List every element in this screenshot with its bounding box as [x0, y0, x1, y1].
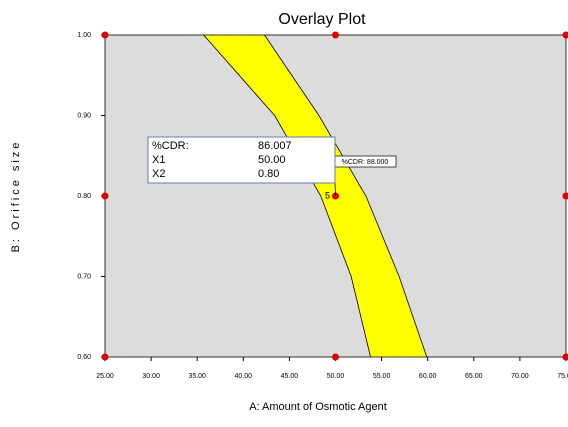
x-tick-label: 55.00 — [373, 373, 391, 380]
chart-title: Overlay Plot — [278, 11, 366, 28]
x-tick-label: 25.00 — [96, 373, 114, 380]
feasible-band — [203, 35, 427, 357]
contour-line — [203, 34, 371, 358]
design-point — [101, 353, 109, 361]
design-point — [562, 353, 568, 361]
y-tick-label: 0.60 — [77, 354, 91, 361]
x-tick-label: 60.00 — [419, 373, 437, 380]
x-tick-label: 40.00 — [235, 373, 253, 380]
tooltip-key: %CDR: — [152, 140, 189, 152]
y-axis-label: B: Orifice size — [10, 140, 22, 253]
design-point — [332, 353, 339, 361]
y-tick-label: 0.90 — [77, 112, 91, 119]
tooltip-key: X2 — [152, 168, 165, 180]
y-tick-label: 0.70 — [77, 273, 91, 280]
tooltip: %CDR: 86.007 X1 50.00 X2 0.80 — [147, 136, 336, 197]
x-tick-label: 30.00 — [142, 373, 160, 380]
x-tick-label: 35.00 — [188, 373, 206, 380]
design-point — [562, 192, 568, 200]
x-tick-label: 50.00 — [327, 373, 345, 380]
tooltip-value: 50.00 — [258, 154, 286, 166]
tooltip-box — [147, 136, 336, 184]
x-tick-label: 70.00 — [511, 373, 529, 380]
point-label: 5 — [325, 190, 330, 200]
x-axis-label: A: Amount of Osmotic Agent — [249, 401, 387, 413]
design-point — [562, 31, 568, 39]
contour-line — [264, 34, 428, 358]
tooltip-pointer — [334, 182, 336, 197]
x-tick-label: 45.00 — [281, 373, 299, 380]
x-tick-label: 75.00 — [557, 373, 568, 380]
y-tick-label: 0.80 — [77, 193, 91, 200]
contour-label-group: %CDR: 88.000 — [334, 155, 397, 168]
tooltip-key: X1 — [152, 154, 165, 166]
tooltip-value: 86.007 — [258, 140, 292, 152]
contour-label: %CDR: 88.000 — [342, 159, 389, 166]
x-tick-label: 65.00 — [465, 373, 483, 380]
design-point — [101, 192, 109, 200]
y-tick-label: 1.00 — [77, 32, 91, 39]
design-point — [332, 31, 339, 39]
design-point — [101, 31, 109, 39]
tooltip-value: 0.80 — [258, 168, 279, 180]
